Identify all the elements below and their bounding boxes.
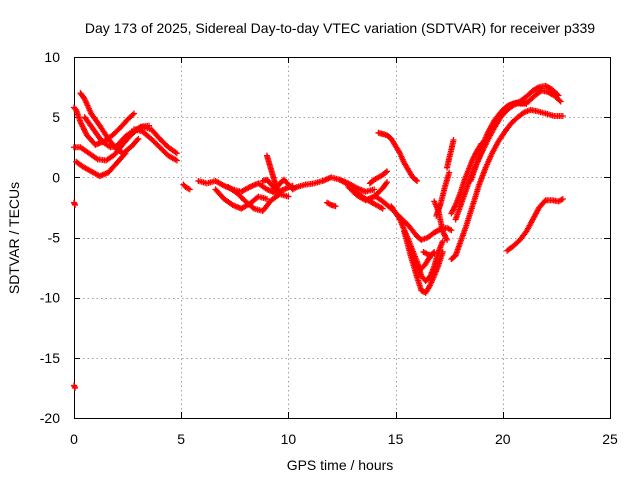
data-point [371, 186, 378, 193]
y-tick-label: -20 [40, 410, 60, 426]
series-track-i [180, 181, 193, 193]
series-track-ad [448, 106, 566, 263]
x-tick-labels: 0 5 10 15 20 25 [70, 431, 618, 447]
series-track-p [323, 199, 339, 210]
trace-marker [134, 137, 141, 144]
y-tick-label: -15 [40, 350, 60, 366]
x-tick-label: 0 [70, 431, 78, 447]
data-point [439, 248, 446, 255]
y-axis-label: SDTVAR / TECUs [6, 182, 22, 294]
data-point [429, 252, 436, 259]
data-point [72, 384, 79, 391]
data-point [414, 177, 421, 184]
x-tick-label: 5 [177, 431, 185, 447]
data-point [135, 135, 142, 142]
data-point [173, 157, 180, 164]
data-point [379, 205, 386, 212]
series-track-ab [444, 137, 457, 171]
data-point [332, 203, 339, 210]
series-track-g [71, 199, 79, 209]
data-point [186, 186, 193, 193]
data-point [557, 98, 564, 105]
y-tick-labels: -20 -15 -10 -5 0 5 10 [40, 49, 60, 426]
chart-title: Day 173 of 2025, Sidereal Day-to-day VTE… [85, 20, 595, 36]
y-tick-label: 0 [52, 169, 60, 185]
trace-marker [412, 177, 419, 184]
data-series [71, 82, 566, 391]
data-point [448, 227, 455, 234]
series-track-aa [420, 248, 436, 259]
trace-marker [382, 169, 389, 176]
data-point [559, 112, 566, 119]
data-point [131, 110, 138, 117]
axis-ticks [74, 57, 611, 419]
data-point [72, 202, 79, 209]
data-point [431, 248, 438, 255]
series-track-e [73, 150, 129, 180]
data-point [555, 92, 562, 99]
series-track-ah [504, 195, 566, 254]
data-point [173, 150, 180, 157]
trace-marker [556, 97, 563, 104]
series-track-z [433, 169, 453, 219]
data-point [384, 168, 391, 175]
x-axis-label: GPS time / hours [287, 457, 394, 473]
x-tick-label: 10 [281, 431, 297, 447]
trace-marker [534, 84, 541, 91]
data-point [285, 193, 292, 200]
data-point [439, 238, 446, 245]
y-tick-label: -10 [40, 290, 60, 306]
data-point [444, 236, 451, 243]
y-tick-label: 10 [44, 49, 60, 65]
y-tick-label: 5 [52, 109, 60, 125]
x-tick-label: 15 [388, 431, 404, 447]
series-track-ag [478, 82, 562, 151]
data-point [450, 137, 457, 144]
trace-marker [554, 91, 561, 98]
data-point [263, 195, 270, 202]
data-point [122, 150, 129, 157]
trace-marker [129, 111, 136, 118]
trace-marker [383, 180, 390, 187]
series-track-t [375, 129, 421, 184]
series-track-o [293, 174, 378, 195]
series-track-r [345, 179, 391, 204]
series-track-h [71, 382, 79, 391]
x-tick-label: 20 [495, 431, 511, 447]
y-tick-label: -5 [48, 230, 61, 246]
data-point [384, 179, 391, 186]
series-track-s [366, 168, 391, 187]
data-point [559, 195, 566, 202]
data-point [446, 169, 453, 176]
series-track-f [131, 126, 180, 164]
trace-marker [121, 151, 128, 158]
trace-marker [541, 198, 548, 205]
data-point [146, 122, 153, 129]
x-tick-label: 25 [602, 431, 618, 447]
